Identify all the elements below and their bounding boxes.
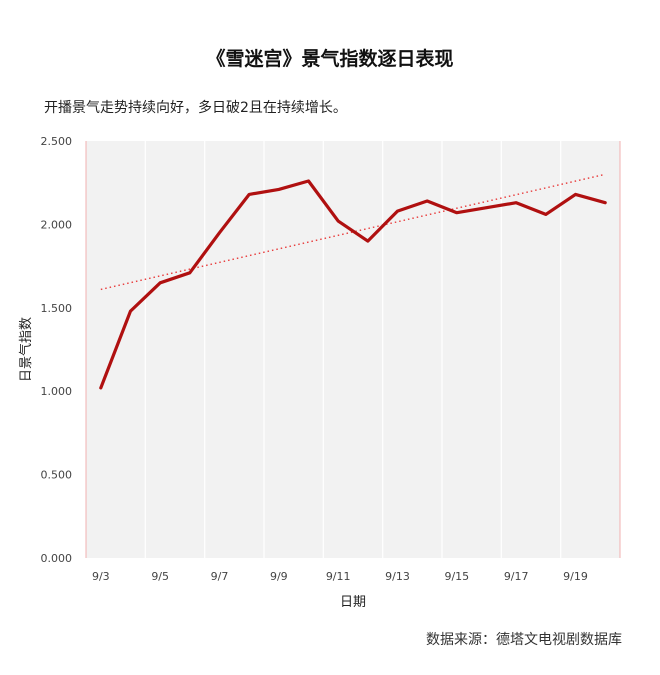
y-tick-label: 0.500 (41, 469, 73, 482)
y-tick-label: 1.500 (41, 302, 73, 315)
y-axis-ticks: 0.000 0.500 1.000 1.500 2.000 2.500 (41, 135, 73, 565)
chart-title: 《雪迷宫》景气指数逐日表现 (206, 48, 454, 70)
chart-subtitle: 开播景气走势持续向好，多日破2且在持续增长。 (44, 100, 347, 116)
y-tick-label: 0.000 (41, 552, 73, 565)
x-tick-label: 9/9 (270, 570, 288, 583)
y-axis-title: 日景气指数 (18, 317, 34, 382)
x-tick-label: 9/13 (385, 570, 410, 583)
plot-background (86, 141, 620, 558)
grid-lines (85, 141, 621, 558)
y-tick-label: 1.000 (41, 385, 73, 398)
x-axis-ticks: 9/3 9/5 9/7 9/9 9/11 9/13 9/15 9/17 9/19 (92, 570, 588, 583)
x-tick-label: 9/7 (211, 570, 229, 583)
x-tick-label: 9/5 (151, 570, 169, 583)
data-source: 数据来源：德塔文电视剧数据库 (426, 632, 622, 648)
x-tick-label: 9/3 (92, 570, 110, 583)
x-tick-label: 9/19 (563, 570, 588, 583)
x-tick-label: 9/11 (326, 570, 351, 583)
y-tick-label: 2.000 (41, 218, 73, 231)
x-tick-label: 9/17 (504, 570, 529, 583)
trend-line (100, 173, 606, 291)
x-axis-title: 日期 (340, 595, 366, 610)
y-tick-label: 2.500 (41, 135, 73, 148)
x-tick-label: 9/15 (444, 570, 469, 583)
series-line (99, 179, 607, 390)
